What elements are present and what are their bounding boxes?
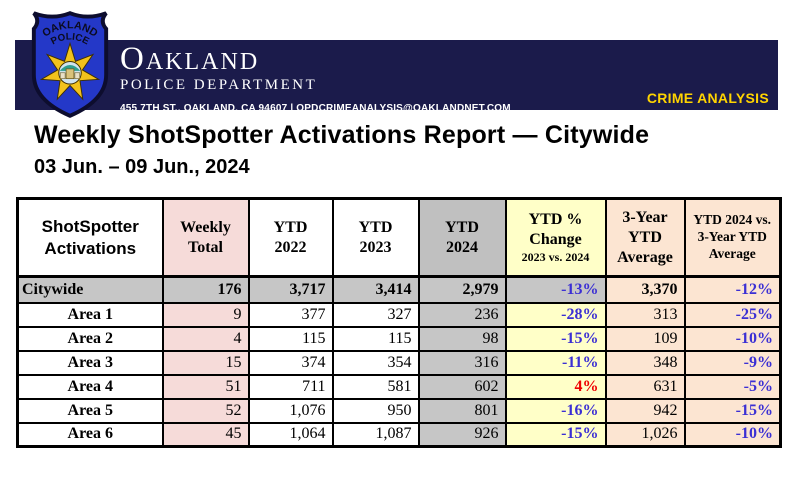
table-cell: 1,026 bbox=[604, 421, 686, 448]
table-row-area-4: Area 4 51 711 581 602 4% 631 -5% bbox=[16, 373, 782, 400]
table-cell: 51 bbox=[161, 373, 250, 400]
table-cell: -10% bbox=[683, 325, 782, 352]
svg-text:OAKLAND: OAKLAND bbox=[40, 19, 100, 39]
table-cell: 45 bbox=[161, 421, 250, 448]
table-cell: 9 bbox=[161, 301, 250, 328]
table-cell: 109 bbox=[604, 325, 686, 352]
table-cell: 2,979 bbox=[417, 275, 507, 304]
table-cell: -15% bbox=[504, 325, 607, 352]
table-cell: 327 bbox=[331, 301, 420, 328]
table-cell: 3,370 bbox=[604, 275, 686, 304]
table-cell: 3,717 bbox=[247, 275, 334, 304]
table-cell: 374 bbox=[247, 349, 334, 376]
table-cell: 3,414 bbox=[331, 275, 420, 304]
table-cell: 631 bbox=[604, 373, 686, 400]
col-header-weekly-total: Weekly Total bbox=[161, 197, 250, 278]
table-cell: -10% bbox=[683, 421, 782, 448]
table-cell: 316 bbox=[417, 349, 507, 376]
org-name-initial: O bbox=[120, 41, 146, 77]
table-cell: -25% bbox=[683, 301, 782, 328]
table-cell: 115 bbox=[247, 325, 334, 352]
page-title: Weekly ShotSpotter Activations Report — … bbox=[34, 121, 650, 149]
col-header-ytd-2023: YTD 2023 bbox=[331, 197, 420, 278]
table-cell: -13% bbox=[504, 275, 607, 304]
org-subtitle: POLICE DEPARTMENT bbox=[120, 77, 318, 93]
org-address: 455 7th St., Oakland, CA 94607 | opdcrim… bbox=[120, 103, 511, 114]
table-row-area-2: Area 2 4 115 115 98 -15% 109 -10% bbox=[16, 325, 782, 352]
table-cell: 52 bbox=[161, 397, 250, 424]
table-cell: 4 bbox=[161, 325, 250, 352]
table-cell: -15% bbox=[683, 397, 782, 424]
table-cell: 377 bbox=[247, 301, 334, 328]
table-cell: 348 bbox=[604, 349, 686, 376]
svg-text:POLICE: POLICE bbox=[49, 31, 91, 47]
report-date-range: 03 Jun. – 09 Jun., 2024 bbox=[34, 156, 250, 178]
table-cell: 950 bbox=[331, 397, 420, 424]
table-cell: 942 bbox=[604, 397, 686, 424]
row-label: Area 2 bbox=[16, 325, 164, 352]
row-label: Area 4 bbox=[16, 373, 164, 400]
row-label: Area 6 bbox=[16, 421, 164, 448]
table-header-row: ShotSpotter Activations Weekly Total YTD… bbox=[16, 197, 782, 278]
table-cell: 801 bbox=[417, 397, 507, 424]
table-row-citywide: Citywide 176 3,717 3,414 2,979 -13% 3,37… bbox=[16, 275, 782, 304]
org-block: OAKLAND POLICE DEPARTMENT 455 7th St., O… bbox=[120, 43, 511, 115]
col-header-ytd-2022: YTD 2022 bbox=[247, 197, 334, 278]
col-header-ytd-2024: YTD 2024 bbox=[417, 197, 507, 278]
activations-table: ShotSpotter Activations Weekly Total YTD… bbox=[16, 197, 782, 448]
table-row-area-6: Area 6 45 1,064 1,087 926 -15% 1,026 -10… bbox=[16, 421, 782, 448]
header-banner: OAKLAND POLICE DEPARTMENT 455 7th St., O… bbox=[15, 40, 778, 114]
row-label: Area 1 bbox=[16, 301, 164, 328]
table-cell: 354 bbox=[331, 349, 420, 376]
table-cell: 1,076 bbox=[247, 397, 334, 424]
table-cell: -11% bbox=[504, 349, 607, 376]
title-block: Weekly ShotSpotter Activations Report — … bbox=[34, 121, 649, 179]
table-row-area-5: Area 5 52 1,076 950 801 -16% 942 -15% bbox=[16, 397, 782, 424]
col-header-ytd-vs-avg: YTD 2024 vs. 3-Year YTD Average bbox=[683, 197, 782, 278]
table-cell: 236 bbox=[417, 301, 507, 328]
crime-analysis-label: CRIME ANALYSIS bbox=[646, 90, 769, 106]
table-cell: 176 bbox=[161, 275, 250, 304]
row-label: Area 3 bbox=[16, 349, 164, 376]
table-cell: 602 bbox=[417, 373, 507, 400]
table-cell: -28% bbox=[504, 301, 607, 328]
table-cell: 1,064 bbox=[247, 421, 334, 448]
table-cell: -15% bbox=[504, 421, 607, 448]
table-row-area-3: Area 3 15 374 354 316 -11% 348 -9% bbox=[16, 349, 782, 376]
table-cell: 926 bbox=[417, 421, 507, 448]
col-header-activations: ShotSpotter Activations bbox=[16, 197, 164, 278]
table-cell: 115 bbox=[331, 325, 420, 352]
table-cell: 581 bbox=[331, 373, 420, 400]
table-cell: 15 bbox=[161, 349, 250, 376]
table-cell: -16% bbox=[504, 397, 607, 424]
col-header-ytd-pct-change: YTD % Change 2023 vs. 2024 bbox=[504, 197, 607, 278]
table-cell: 1,087 bbox=[331, 421, 420, 448]
org-name-rest: AKLAND bbox=[145, 49, 260, 75]
table-cell: 4% bbox=[504, 373, 607, 400]
row-label: Area 5 bbox=[16, 397, 164, 424]
col-header-3yr-avg: 3-Year YTD Average bbox=[604, 197, 686, 278]
table-cell: -12% bbox=[683, 275, 782, 304]
table-cell: -9% bbox=[683, 349, 782, 376]
table-row-area-1: Area 1 9 377 327 236 -28% 313 -25% bbox=[16, 301, 782, 328]
opd-badge-icon: OAKLAND POLICE bbox=[31, 11, 109, 118]
table-cell: 313 bbox=[604, 301, 686, 328]
table-cell: 98 bbox=[417, 325, 507, 352]
table-cell: -5% bbox=[683, 373, 782, 400]
table-cell: 711 bbox=[247, 373, 334, 400]
org-name: OAKLAND bbox=[120, 43, 511, 76]
row-label: Citywide bbox=[16, 275, 164, 304]
